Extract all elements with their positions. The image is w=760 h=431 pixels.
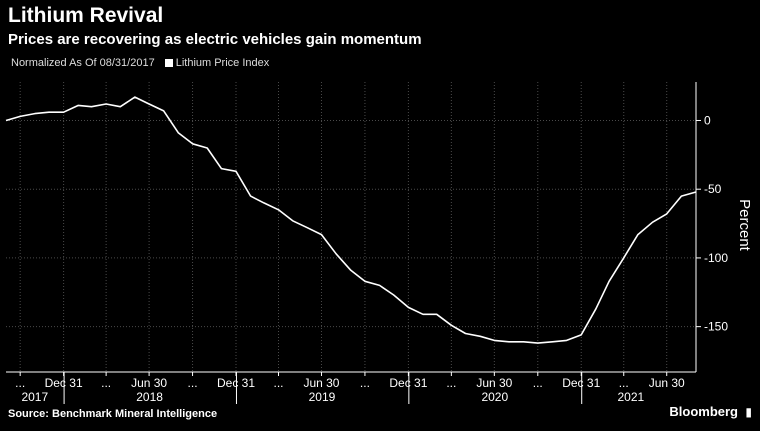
chart-subtitle: Prices are recovering as electric vehicl…	[8, 31, 422, 48]
x-tick-label: Jun 30	[476, 376, 512, 390]
y-tick-label: -100	[704, 251, 728, 265]
legend-entry: Lithium Price Index	[164, 57, 270, 69]
legend: Normalized As Of 08/31/2017 Lithium Pric…	[11, 57, 269, 69]
x-year-label: 2020	[481, 390, 508, 404]
x-year-label: 2017	[21, 390, 48, 404]
x-tick-label: ...	[619, 376, 629, 390]
x-year-label: 2018	[136, 390, 163, 404]
x-tick-label: ...	[446, 376, 456, 390]
x-tick-label: ...	[101, 376, 111, 390]
x-tick-label: ...	[188, 376, 198, 390]
x-tick-label: Jun 30	[649, 376, 685, 390]
x-year-label: 2019	[309, 390, 336, 404]
x-tick-label: ...	[273, 376, 283, 390]
x-tick-label: Jun 30	[131, 376, 167, 390]
source-note: Source: Benchmark Mineral Intelligence	[8, 408, 218, 420]
x-tick-label: ...	[15, 376, 25, 390]
bloomberg-chart-icon: ▮	[745, 405, 752, 419]
y-tick-label: -150	[704, 320, 728, 334]
x-year-label: 2021	[617, 390, 644, 404]
y-tick-label: 0	[704, 113, 711, 127]
x-tick-label: ...	[360, 376, 370, 390]
x-tick-label: Jun 30	[303, 376, 339, 390]
legend-note: Normalized As Of 08/31/2017	[11, 57, 155, 69]
x-tick-label: ...	[533, 376, 543, 390]
chart-title: Lithium Revival	[8, 4, 164, 27]
y-axis-label: Percent	[736, 199, 753, 252]
y-tick-label: -50	[704, 182, 722, 196]
bloomberg-logo: Bloomberg	[669, 404, 738, 419]
series-line-lithium-price-index	[5, 96, 697, 344]
legend-series-label: Lithium Price Index	[175, 57, 270, 69]
legend-swatch	[164, 59, 173, 68]
